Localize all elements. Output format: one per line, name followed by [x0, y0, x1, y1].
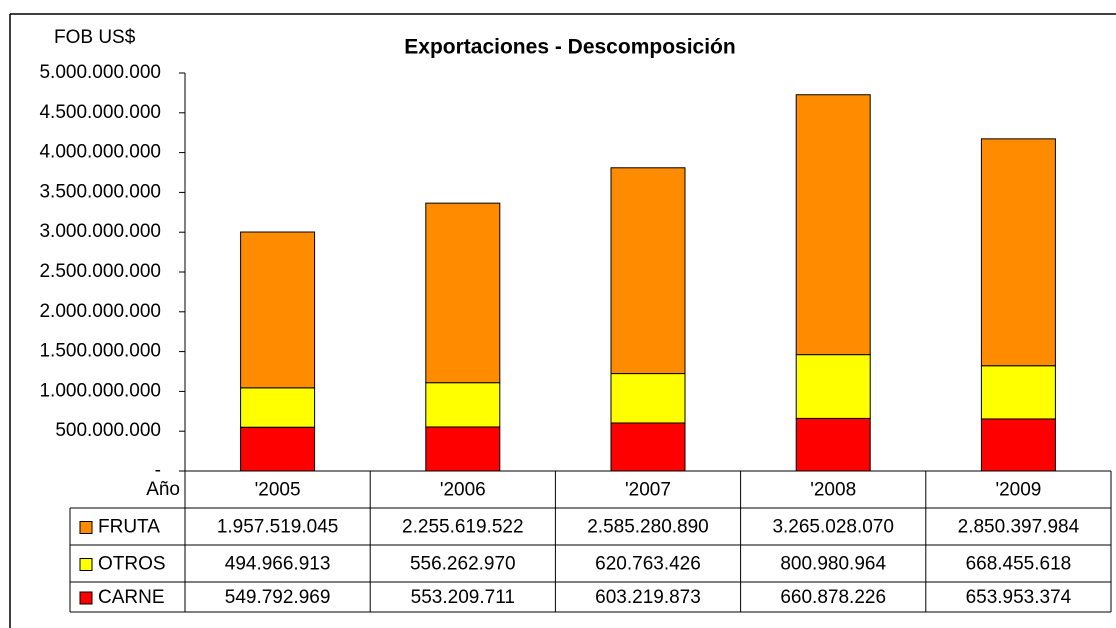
y-tick-label: 500.000.000: [55, 420, 161, 441]
table-value: 620.763.426: [595, 554, 701, 575]
table-label: Año: [146, 479, 180, 500]
x-tick-label: '2005: [255, 480, 301, 501]
table-value: 494.966.913: [225, 554, 331, 575]
bar-segment: [610, 422, 686, 472]
bar-segment: [795, 94, 871, 356]
bar-segment: [425, 426, 501, 472]
bar-segment: [980, 365, 1056, 420]
table-value: 660.878.226: [780, 587, 886, 608]
y-tick-label: 1.000.000.000: [39, 380, 161, 401]
y-tick-label: 3.500.000.000: [39, 181, 161, 202]
table-value: 2.255.619.522: [402, 517, 524, 538]
table-value: 653.953.374: [966, 587, 1072, 608]
legend-swatch: [79, 521, 93, 534]
x-tick-label: '2009: [995, 480, 1041, 501]
bar-segment: [240, 387, 316, 428]
y-tick-label: 2.000.000.000: [39, 301, 161, 322]
bar-segment: [795, 417, 871, 472]
y-tick-label: 1.500.000.000: [39, 341, 161, 362]
legend-label: FRUTA: [98, 517, 160, 538]
table-value: 553.209.711: [411, 587, 515, 608]
bar-segment: [980, 138, 1056, 367]
table-value: 2.585.280.890: [587, 517, 709, 538]
x-tick-label: '2008: [810, 480, 856, 501]
table-value: 1.957.519.045: [217, 517, 339, 538]
legend-label: OTROS: [98, 554, 166, 575]
x-tick-label: '2006: [440, 480, 486, 501]
legend-label: CARNE: [98, 587, 165, 608]
table-value: 668.455.618: [966, 554, 1072, 575]
bar-segment: [425, 382, 501, 428]
bar-segment: [980, 418, 1056, 472]
table-value: 3.265.028.070: [772, 517, 894, 538]
table-value: 800.980.964: [780, 554, 886, 575]
bar-segment: [240, 231, 316, 389]
bar-segment: [610, 373, 686, 424]
y-tick-label: -: [155, 460, 161, 481]
table-value: 556.262.970: [410, 554, 516, 575]
legend-swatch: [79, 591, 93, 605]
bar-segment: [425, 202, 501, 384]
y-tick-label: 2.500.000.000: [39, 261, 161, 282]
chart-title: Exportaciones - Descomposición: [404, 36, 735, 59]
table-value: 603.219.873: [595, 587, 701, 608]
y-axis-label: FOB US$: [54, 27, 136, 48]
y-tick-label: 4.500.000.000: [39, 102, 161, 123]
bar-segment: [240, 426, 316, 472]
table-value: 549.792.969: [225, 587, 331, 608]
y-tick-label: 5.000.000.000: [39, 62, 161, 83]
x-tick-label: '2007: [625, 480, 671, 501]
bar-segment: [610, 167, 686, 375]
legend-swatch: [79, 558, 93, 571]
bar-segment: [795, 354, 871, 419]
y-tick-label: 4.000.000.000: [39, 142, 161, 163]
y-tick-label: 3.000.000.000: [39, 221, 161, 242]
table-value: 2.850.397.984: [958, 517, 1080, 538]
